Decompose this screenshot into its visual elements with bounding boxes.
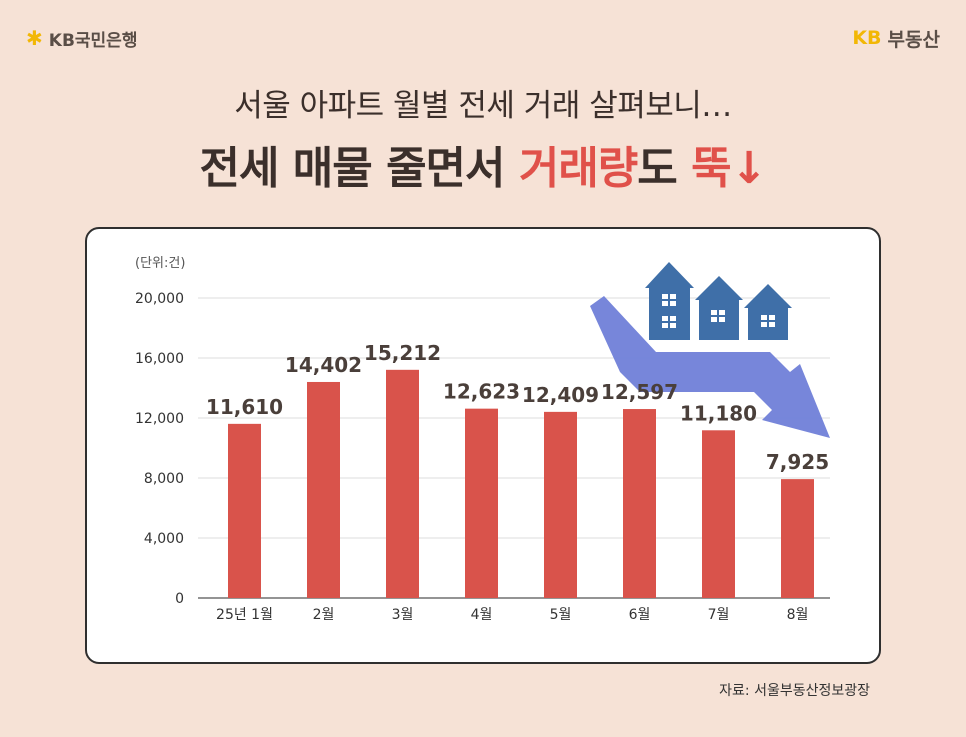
data-source: 자료: 서울부동산정보광장: [719, 683, 870, 699]
y-tick-label: 20,000: [135, 291, 184, 307]
y-tick-label: 12,000: [135, 411, 184, 427]
headline-title: 전세 매물 줄면서 거래량도 뚝↓: [0, 132, 966, 196]
value-label: 11,610: [206, 395, 283, 419]
chart-bars: [228, 369, 814, 598]
chart-unit-label: (단위:건): [135, 256, 186, 271]
category-label: 25년 1월: [216, 607, 273, 623]
house-icon: [645, 262, 694, 340]
category-label: 3월: [392, 607, 414, 623]
category-label: 8월: [787, 607, 809, 623]
kb-bank-logo-text: KB국민은행: [48, 30, 138, 51]
bar: [465, 408, 498, 598]
bar: [228, 423, 261, 598]
y-axis-ticks: 0 4,000 8,000 12,000 16,000 20,000: [135, 291, 184, 607]
realestate-brand-text: 부동산: [887, 28, 940, 51]
value-label: 12,623: [443, 380, 520, 404]
kb-realestate-logo: KB 부동산: [852, 24, 940, 52]
decoration: [590, 262, 830, 438]
value-label: 12,597: [601, 380, 678, 404]
y-tick-label: 8,000: [144, 471, 184, 487]
title-highlight2: 뚝↓: [691, 143, 767, 194]
chart-gridlines: [198, 297, 830, 599]
bar: [781, 479, 814, 598]
value-label: 12,409: [522, 383, 599, 407]
title-part1: 전세 매물 줄면서: [199, 143, 519, 194]
value-label: 15,212: [364, 341, 441, 365]
kb-star-icon: ✱: [26, 26, 43, 50]
house-icon: [695, 276, 743, 340]
category-labels: 25년 1월 2월 3월 4월 5월 6월 7월 8월: [216, 607, 808, 623]
bar: [544, 411, 577, 598]
kb-brand-text: KB: [852, 27, 882, 49]
y-tick-label: 4,000: [144, 531, 184, 547]
headline-subtitle: 서울 아파트 월별 전세 거래 살펴보니…: [234, 88, 732, 124]
category-label: 4월: [471, 607, 493, 623]
y-tick-label: 16,000: [135, 351, 184, 367]
house-icon: [744, 284, 792, 340]
y-tick-label: 0: [175, 591, 184, 607]
kb-bank-logo: ✱ KB국민은행: [26, 24, 137, 52]
value-label: 7,925: [766, 450, 829, 474]
category-label: 5월: [550, 607, 572, 623]
value-label: 14,402: [285, 353, 362, 377]
category-label: 2월: [313, 607, 335, 623]
title-part2: 도: [637, 143, 692, 194]
bar: [702, 430, 735, 598]
bar: [623, 409, 656, 598]
category-label: 7월: [708, 607, 730, 623]
category-label: 6월: [629, 607, 651, 623]
title-highlight1: 거래량: [518, 143, 638, 194]
down-trend-arrow-icon: [590, 296, 830, 438]
bar: [386, 369, 419, 598]
bar: [307, 381, 340, 598]
value-label: 11,180: [680, 401, 757, 425]
